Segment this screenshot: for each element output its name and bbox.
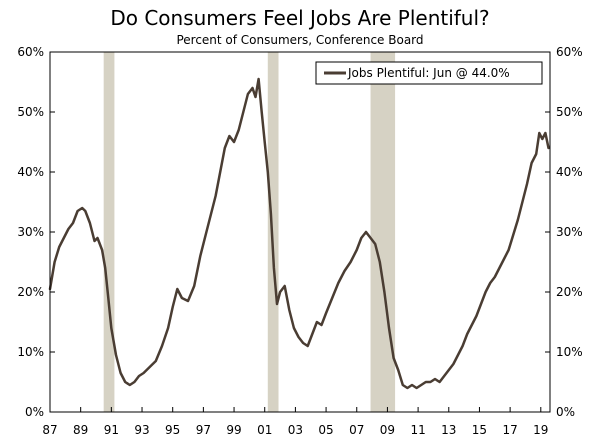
x-tick-label: 11 (410, 423, 425, 437)
y-tick-label-left: 20% (17, 285, 44, 299)
y-tick-label-left: 10% (17, 345, 44, 359)
y-tick-label-right: 50% (556, 105, 583, 119)
y-tick-label-right: 20% (556, 285, 583, 299)
chart-title: Do Consumers Feel Jobs Are Plentiful? (110, 6, 489, 30)
legend-label: Jobs Plentiful: Jun @ 44.0% (347, 66, 510, 80)
x-tick-label: 93 (134, 423, 149, 437)
x-tick-label: 13 (441, 423, 456, 437)
series-line (48, 77, 550, 390)
recession-bar (267, 52, 279, 412)
x-tick-label: 09 (380, 423, 395, 437)
x-tick-label: 91 (104, 423, 119, 437)
recession-bar (103, 52, 115, 412)
chart-subtitle: Percent of Consumers, Conference Board (176, 33, 423, 47)
x-tick-label: 97 (196, 423, 211, 437)
y-tick-label-right: 30% (556, 225, 583, 239)
recession-bar (370, 52, 396, 412)
x-tick-label: 05 (318, 423, 333, 437)
y-tick-label-right: 0% (556, 405, 575, 419)
x-tick-label: 07 (349, 423, 364, 437)
x-tick-label: 87 (42, 423, 57, 437)
x-tick-label: 15 (472, 423, 487, 437)
x-tick-label: 17 (502, 423, 517, 437)
y-tick-label-left: 40% (17, 165, 44, 179)
x-tick-label: 95 (165, 423, 180, 437)
x-tick-label: 99 (226, 423, 241, 437)
x-tick-label: 01 (257, 423, 272, 437)
legend: Jobs Plentiful: Jun @ 44.0% (315, 61, 543, 85)
y-tick-label-left: 60% (17, 45, 44, 59)
y-tick-label-left: 0% (25, 405, 44, 419)
y-tick-label-right: 60% (556, 45, 583, 59)
x-tick-label: 03 (288, 423, 303, 437)
legend-box (315, 61, 543, 85)
plot-frame (49, 51, 551, 413)
x-tick-label: 89 (73, 423, 88, 437)
y-tick-label-right: 40% (556, 165, 583, 179)
x-tick-label: 19 (533, 423, 548, 437)
y-tick-label-left: 50% (17, 105, 44, 119)
y-tick-label-left: 30% (17, 225, 44, 239)
y-tick-label-right: 10% (556, 345, 583, 359)
